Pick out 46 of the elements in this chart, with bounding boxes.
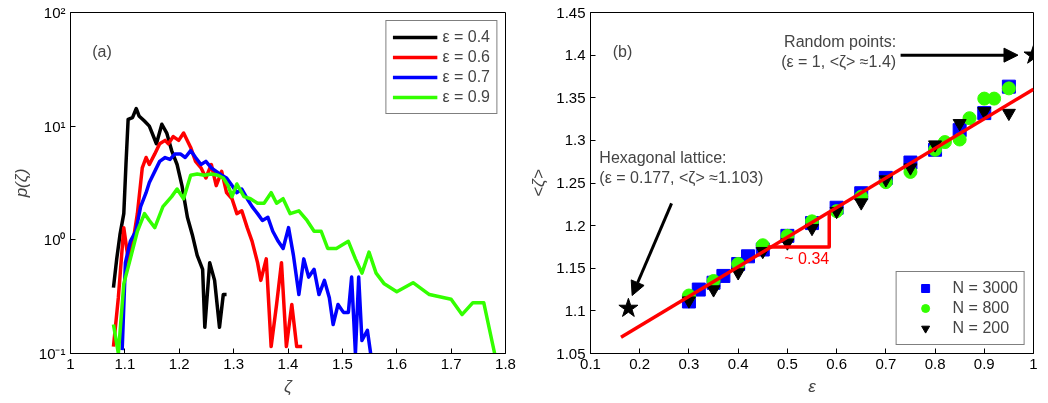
y-axis-title: <ζ>	[529, 169, 549, 197]
legend-label: ε = 0.6	[442, 48, 490, 66]
y-axis-title: p(ζ)	[11, 168, 31, 199]
x-tick-label: 1.6	[386, 354, 408, 372]
x-tick-label: 0.8	[924, 354, 946, 372]
legend-label: N = 200	[952, 319, 1010, 337]
x-tick-label: 0.4	[727, 354, 749, 372]
x-axis-title: ε	[808, 376, 817, 396]
x-tick-label: 1.4	[277, 354, 299, 372]
y-tick-label: 10⁻¹	[38, 345, 66, 362]
x-tick-label: 0.3	[678, 354, 700, 372]
legend-label: ε = 0.9	[442, 88, 490, 106]
annotation: Hexagonal lattice: (ε = 0.177, <ζ> ≈1.103)	[599, 149, 764, 188]
y-tick-label: 1.2	[564, 216, 586, 234]
y-tick-label: 1.45	[556, 3, 586, 21]
y-tick-label: 10²	[43, 4, 66, 21]
y-tick-label: 1.35	[556, 88, 586, 106]
annotation: (a)	[92, 43, 112, 61]
annotation: Random points: (ε = 1, <ζ> ≈1.4)	[781, 32, 897, 72]
annotation: (b)	[612, 43, 633, 61]
x-tick-label: 0.6	[826, 354, 848, 372]
legend-label: N = 3000	[952, 279, 1018, 297]
y-tick-label: 1.3	[564, 131, 586, 149]
x-tick-label: 0.2	[629, 354, 651, 372]
x-tick-label: 1.5	[331, 354, 353, 372]
y-tick-label: 1.1	[564, 301, 586, 319]
legend-label: N = 800	[952, 299, 1010, 317]
x-axis-title: ζ	[284, 376, 294, 396]
x-tick-label: 0.9	[973, 354, 995, 372]
x-tick-label: 1.1	[114, 354, 136, 372]
y-tick-label: 1.4	[564, 46, 586, 64]
x-tick-label: 1.3	[223, 354, 245, 372]
x-tick-label: 0.7	[875, 354, 897, 372]
legend-label: ε = 0.4	[442, 28, 490, 46]
y-tick-label: 10¹	[43, 117, 66, 135]
x-tick-label: 0.5	[776, 354, 798, 372]
y-tick-label: 1.15	[556, 259, 586, 277]
annotation: ~ 0.34	[784, 250, 830, 268]
x-tick-label: 1.7	[440, 354, 462, 372]
y-tick-label: 1.25	[556, 174, 586, 191]
x-tick-label: 1	[66, 354, 75, 372]
y-tick-label: 10⁰	[43, 231, 66, 249]
x-tick-label: 1	[1029, 354, 1038, 372]
x-tick-label: 1.2	[168, 354, 190, 372]
x-tick-label: 1.8	[495, 354, 516, 372]
legend-label: ε = 0.7	[442, 68, 490, 86]
